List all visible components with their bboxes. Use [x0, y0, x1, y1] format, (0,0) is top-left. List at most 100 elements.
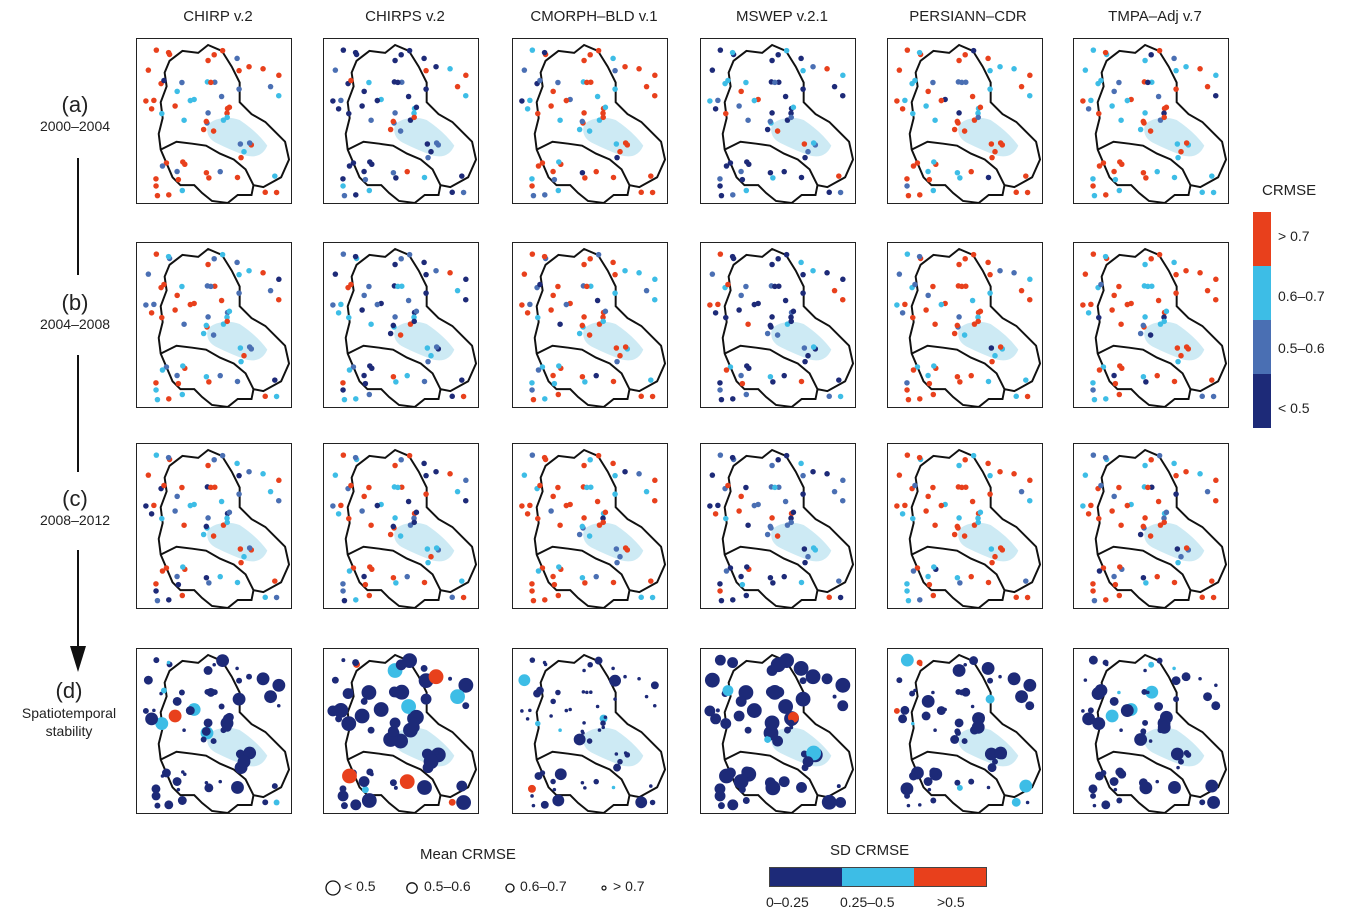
station-marker: [835, 797, 847, 808]
station-marker: [733, 774, 749, 789]
station-marker: [367, 363, 373, 369]
station-marker: [340, 176, 346, 182]
station-marker: [153, 251, 160, 257]
station-marker: [977, 509, 984, 516]
station-marker: [1173, 67, 1179, 74]
station-marker: [1209, 578, 1215, 584]
station-marker: [836, 173, 842, 179]
station-marker: [1087, 707, 1094, 714]
station-marker: [1155, 498, 1162, 505]
station-marker: [717, 588, 723, 594]
station-marker: [1101, 800, 1111, 810]
station-marker: [153, 176, 159, 182]
station-marker: [456, 795, 471, 810]
station-marker: [579, 118, 586, 125]
station-marker: [913, 688, 917, 693]
station-marker: [143, 503, 149, 509]
sub-basin-outline: [724, 750, 819, 796]
station-marker: [1154, 573, 1160, 580]
station-marker: [1178, 148, 1184, 155]
station-marker: [346, 314, 352, 321]
station-marker: [556, 564, 562, 570]
crmse-swatch-high: [1253, 212, 1271, 266]
station-marker: [778, 699, 794, 714]
station-marker: [539, 364, 546, 370]
station-marker: [961, 332, 968, 338]
station-marker: [898, 714, 908, 724]
station-marker: [172, 103, 178, 109]
station-marker: [586, 738, 593, 744]
station-marker: [896, 271, 903, 277]
station-marker: [909, 771, 918, 781]
station-marker: [1019, 779, 1033, 793]
station-marker: [906, 803, 911, 808]
station-marker: [536, 686, 544, 695]
station-marker: [961, 128, 968, 134]
sub-basin-outline: [160, 545, 255, 591]
basin-map: [519, 43, 667, 203]
station-marker: [450, 689, 465, 705]
station-marker: [725, 77, 731, 84]
station-marker: [612, 271, 618, 278]
station-marker: [187, 502, 194, 509]
station-marker: [745, 321, 751, 327]
station-marker: [727, 160, 734, 166]
station-marker: [211, 456, 217, 463]
station-marker: [917, 396, 923, 402]
station-marker: [462, 497, 469, 504]
station-marker: [462, 92, 469, 99]
station-marker: [1140, 574, 1147, 581]
station-marker: [1018, 488, 1025, 495]
station-marker: [985, 174, 992, 181]
station-marker: [537, 281, 543, 288]
station-marker: [205, 515, 211, 521]
station-marker: [952, 664, 966, 677]
station-marker: [802, 559, 808, 566]
basin-outline: [1094, 43, 1228, 203]
station-marker: [925, 88, 931, 95]
station-marker: [997, 545, 1004, 551]
station-marker: [1102, 253, 1109, 260]
station-marker: [530, 192, 537, 199]
station-marker: [917, 597, 923, 603]
station-marker: [636, 270, 642, 276]
station-marker: [904, 792, 911, 799]
station-marker: [1082, 271, 1089, 277]
station-marker: [159, 110, 165, 117]
station-marker: [587, 661, 593, 668]
station-marker: [237, 141, 244, 147]
station-marker: [951, 531, 958, 538]
station-marker: [163, 565, 170, 571]
row-letter-c: (c): [62, 486, 88, 511]
map-panel-r4-c3: [512, 648, 668, 814]
station-marker: [767, 684, 783, 700]
station-marker: [175, 380, 182, 387]
station-marker: [1119, 728, 1123, 732]
station-marker: [704, 705, 716, 717]
station-marker: [652, 477, 658, 484]
station-marker: [447, 270, 453, 276]
station-marker: [339, 785, 347, 793]
station-marker: [800, 86, 806, 92]
station-marker: [208, 283, 214, 290]
basin-outline: [157, 43, 291, 203]
station-marker: [262, 393, 268, 400]
station-marker: [988, 546, 995, 552]
station-marker: [1173, 290, 1179, 296]
station-marker: [925, 292, 931, 299]
station-marker: [765, 780, 781, 796]
station-marker: [1117, 159, 1123, 165]
station-marker: [353, 597, 359, 603]
station-marker: [950, 735, 960, 744]
station-marker: [1112, 176, 1119, 183]
station-marker: [177, 796, 187, 805]
crmse-swatch-mid-low: [1253, 320, 1271, 374]
station-marker: [145, 67, 152, 73]
basin-outline: [1094, 653, 1228, 813]
basin-map: [1080, 247, 1228, 407]
sub-basin-outline: [160, 750, 255, 796]
station-marker: [1116, 283, 1122, 290]
station-marker: [905, 396, 912, 403]
station-marker: [992, 148, 998, 155]
station-marker: [770, 379, 776, 385]
